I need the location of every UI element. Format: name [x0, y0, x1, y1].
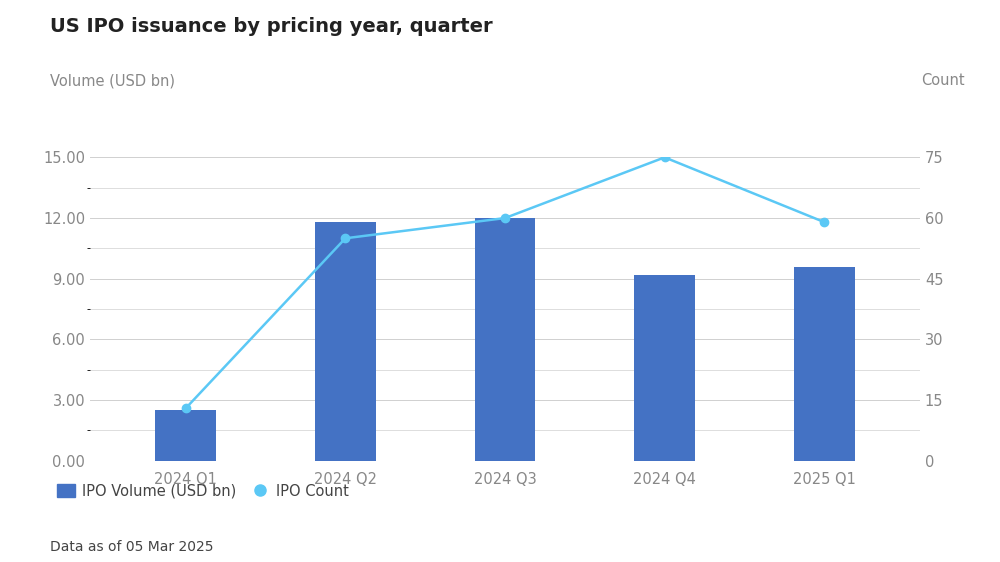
IPO Count [499, 215, 511, 221]
Text: Count: Count [921, 73, 965, 88]
IPO Count [339, 235, 351, 242]
Line: IPO Count: IPO Count [182, 153, 828, 413]
IPO Count [818, 219, 830, 225]
Text: US IPO issuance by pricing year, quarter: US IPO issuance by pricing year, quarter [50, 17, 493, 36]
Bar [794, 266, 855, 461]
IPO Count [180, 405, 192, 411]
Bar [155, 410, 216, 461]
IPO Count [659, 154, 671, 161]
Text: Volume (USD bn): Volume (USD bn) [50, 73, 175, 88]
Bar [315, 222, 376, 461]
Text: Data as of 05 Mar 2025: Data as of 05 Mar 2025 [50, 540, 214, 554]
Legend: IPO Volume (USD bn), IPO Count: IPO Volume (USD bn), IPO Count [57, 483, 349, 498]
Bar [475, 218, 535, 461]
Bar [634, 275, 695, 461]
